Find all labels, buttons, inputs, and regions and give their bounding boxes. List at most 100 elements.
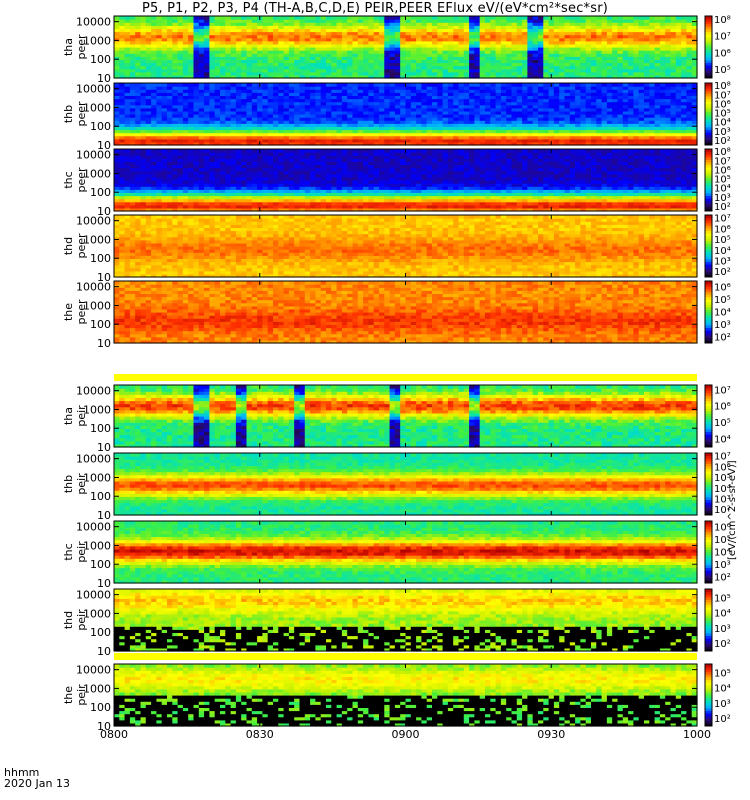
- heat-cell: [543, 16, 549, 20]
- heat-cell: [204, 149, 210, 153]
- heat-cell: [506, 83, 512, 87]
- heat-cell: [485, 16, 491, 20]
- heat-cell: [183, 83, 189, 87]
- heat-cell: [384, 16, 390, 20]
- heat-cell: [368, 83, 374, 87]
- heat-cell: [602, 83, 608, 87]
- heat-cell: [612, 16, 618, 20]
- heat-cell: [268, 83, 274, 87]
- heat-cell: [570, 83, 576, 87]
- heat-cell: [273, 83, 279, 87]
- heat-cell: [474, 16, 480, 20]
- heat-cell: [119, 149, 125, 153]
- heat-cell: [628, 16, 634, 20]
- heat-cell: [464, 83, 470, 87]
- heat-cell: [363, 16, 369, 20]
- heat-cell: [241, 16, 247, 20]
- heat-cell: [114, 16, 120, 20]
- heat-cell: [130, 149, 136, 153]
- heat-cell: [172, 83, 178, 87]
- heat-cell: [459, 83, 465, 87]
- heat-cell: [188, 16, 194, 20]
- heat-cell: [464, 16, 470, 20]
- heat-cell: [432, 16, 438, 20]
- heat-cell: [262, 83, 268, 87]
- heat-cell: [194, 16, 200, 20]
- heat-cell: [665, 16, 671, 20]
- heat-cell: [178, 149, 184, 153]
- heat-cell: [474, 83, 480, 87]
- heat-cell: [655, 16, 661, 20]
- heat-cell: [146, 83, 152, 87]
- heat-cell: [453, 16, 459, 20]
- heat-cell: [225, 149, 231, 153]
- heat-cell: [135, 16, 141, 20]
- heat-cell: [342, 83, 348, 87]
- heat-cell: [527, 16, 533, 20]
- y-tick-label: 100: [90, 120, 111, 133]
- heat-cell: [453, 83, 459, 87]
- y-tick-label: 100: [90, 53, 111, 66]
- heat-cell: [443, 83, 449, 87]
- heat-cell: [284, 83, 290, 87]
- heat-cell: [406, 16, 412, 20]
- group-separator: [114, 374, 697, 381]
- heat-cell: [480, 83, 486, 87]
- heat-cell: [602, 16, 608, 20]
- heat-cell: [633, 16, 639, 20]
- heat-cell: [220, 16, 226, 20]
- heat-cell: [215, 83, 221, 87]
- heat-cell: [220, 83, 226, 87]
- heat-cell: [448, 83, 454, 87]
- heat-cell: [660, 16, 666, 20]
- heat-cell: [146, 16, 152, 20]
- heat-cell: [156, 83, 162, 87]
- heat-cell: [310, 16, 316, 20]
- heat-cell: [390, 83, 396, 87]
- heat-cell: [172, 149, 178, 153]
- heat-cell: [315, 83, 321, 87]
- heat-cell: [162, 16, 168, 20]
- heat-cell: [368, 16, 374, 20]
- heat-cell: [321, 83, 327, 87]
- heat-cell: [586, 83, 592, 87]
- heat-cell: [501, 83, 507, 87]
- y-tick-label: 10000: [76, 83, 111, 96]
- heat-cell: [209, 83, 215, 87]
- heat-cell: [496, 16, 502, 20]
- panel-species-label: peer: [75, 101, 88, 127]
- heat-cell: [125, 83, 131, 87]
- heat-cell: [681, 83, 687, 87]
- heat-cell: [554, 16, 560, 20]
- heat-cell: [411, 16, 417, 20]
- heat-cell: [278, 83, 284, 87]
- heat-cell: [231, 83, 237, 87]
- heat-cell: [665, 83, 671, 87]
- heat-cell: [527, 83, 533, 87]
- heat-cell: [194, 83, 200, 87]
- heat-cell: [681, 16, 687, 20]
- heat-cell: [305, 83, 311, 87]
- heat-cell: [310, 83, 316, 87]
- heat-cell: [469, 83, 475, 87]
- heat-cell: [374, 83, 380, 87]
- heat-cell: [151, 149, 157, 153]
- heat-cell: [236, 83, 242, 87]
- heat-cell: [125, 16, 131, 20]
- heat-cell: [300, 83, 306, 87]
- heat-cell: [543, 83, 549, 87]
- heat-cell: [247, 83, 253, 87]
- heat-cell: [538, 16, 544, 20]
- heat-cell: [496, 83, 502, 87]
- heat-cell: [512, 16, 518, 20]
- heat-cell: [575, 83, 581, 87]
- heat-cell: [676, 16, 682, 20]
- heat-cell: [411, 83, 417, 87]
- heat-cell: [342, 16, 348, 20]
- heat-cell: [374, 16, 380, 20]
- heat-cell: [671, 16, 677, 20]
- heat-cell: [655, 83, 661, 87]
- heat-cell: [225, 83, 231, 87]
- heat-cell: [501, 16, 507, 20]
